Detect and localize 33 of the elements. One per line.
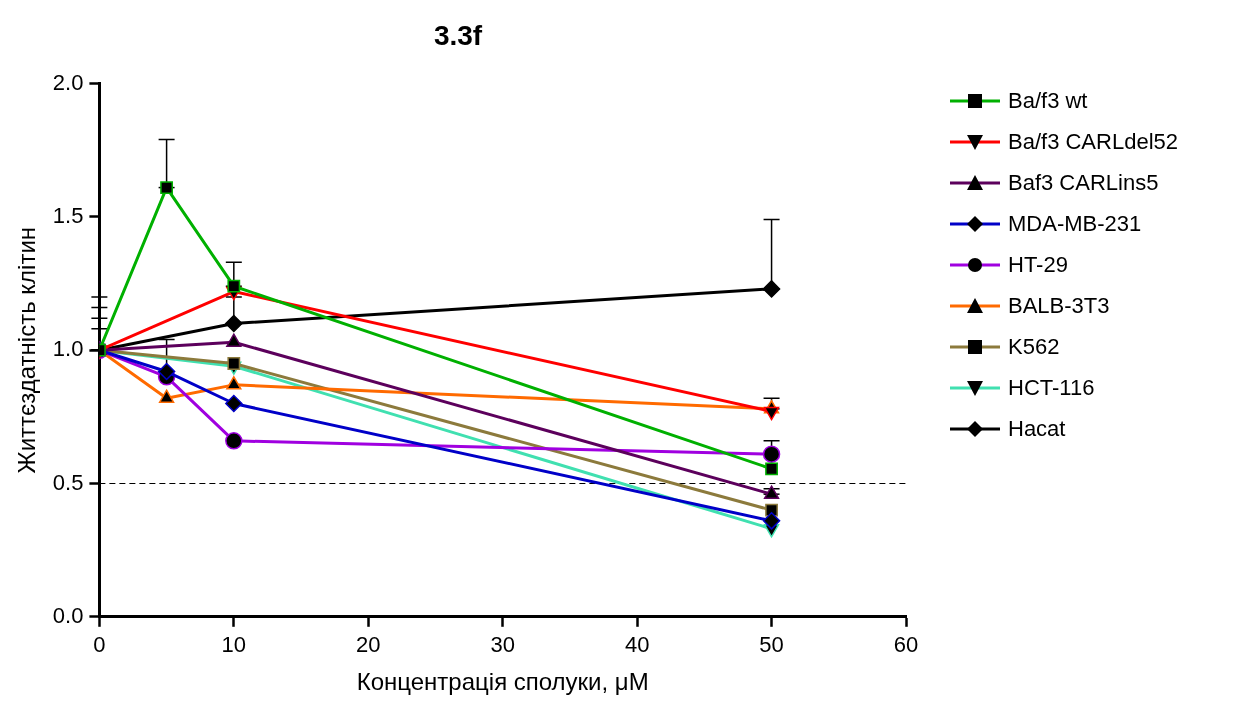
y-tick-label: 0.0: [52, 602, 84, 628]
point: [762, 512, 781, 530]
y-tick-label: 2.0: [52, 69, 84, 95]
point: [225, 394, 243, 413]
x-tick-label: 40: [624, 632, 650, 658]
legend-label: Ba/f3 CARLdel52: [1008, 128, 1178, 155]
legend-label: HT-29: [1008, 251, 1068, 278]
point: [765, 462, 778, 476]
legend-label: Baf3 CARLins5: [1008, 169, 1159, 196]
x-tick-label: 30: [490, 632, 515, 658]
x-tick-label: 50: [759, 632, 784, 658]
point: [226, 376, 242, 390]
x-tick-label: 20: [356, 632, 381, 658]
point: [157, 362, 176, 381]
legend-label: K562: [1008, 333, 1060, 360]
y-tick-label: 0.5: [52, 469, 84, 495]
x-axis-title: Концентрація сполуки, μM: [356, 668, 649, 696]
point: [762, 280, 781, 298]
x-tick-label: 10: [221, 632, 247, 658]
legend-label: BALB-3T3: [1008, 292, 1110, 319]
chart-title: 3.3f: [433, 19, 483, 51]
x-tick-label: 60: [893, 632, 919, 658]
point: [225, 432, 243, 450]
legend-label: HCT-116: [1008, 374, 1095, 401]
x-tick-label: 0: [93, 632, 106, 658]
legend-label: MDA-MB-231: [1008, 210, 1142, 237]
point: [762, 445, 781, 463]
y-axis-title: Життєздатність клітин: [13, 226, 41, 474]
y-tick-label: 1.0: [52, 336, 84, 362]
point: [225, 314, 243, 333]
legend-label: Hacat: [1008, 415, 1066, 442]
y-tick-label: 1.5: [52, 202, 84, 228]
legend-label: Ba/f3 wt: [1008, 87, 1088, 114]
